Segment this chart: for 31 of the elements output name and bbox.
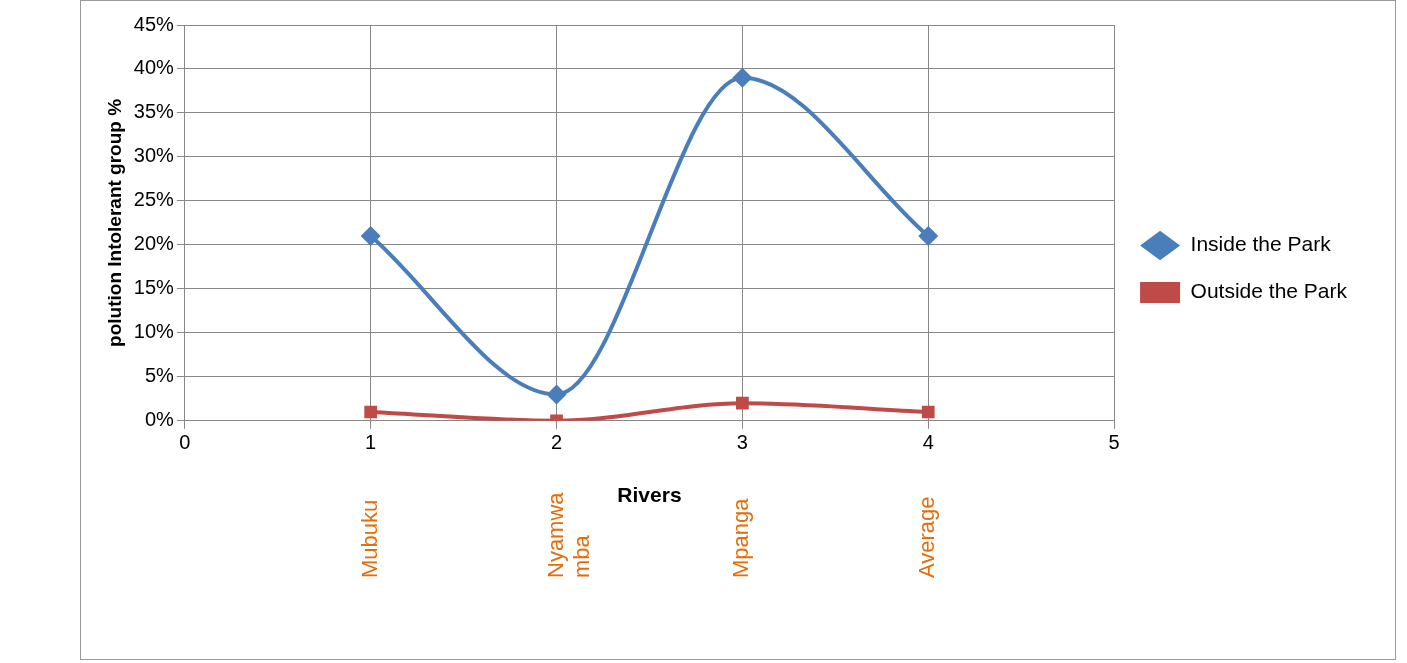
legend-label: Inside the Park [1190,232,1332,256]
point [360,226,381,247]
x-tick-label: 1 [365,431,377,454]
y-tick-label: 35% [133,100,175,123]
point [918,226,939,247]
text: Average [914,496,940,578]
point [921,405,935,419]
point [732,67,753,88]
point [546,384,567,405]
y-axis-title: polution Intolerant group % [103,98,125,347]
y-tick-label: 5% [144,364,175,387]
y-tick-label: 0% [144,408,175,431]
y-tick-label: 40% [133,56,175,79]
y-tick-label: 30% [133,144,175,167]
point [736,396,749,410]
point [364,405,378,419]
x-tick-label: 4 [922,431,934,454]
y-tick-label: 25% [133,188,175,211]
y-tick-label: 10% [133,320,175,343]
x-tick-label: 5 [1108,431,1120,454]
y-tick-label: 20% [133,232,175,255]
x-tick-label: 3 [736,431,748,454]
x-tick-label: 0 [179,431,191,454]
y-tick-label: 45% [133,12,175,35]
x-tick-label: 2 [550,431,563,454]
text: Mubuku [356,499,382,578]
text: Nyamwamba [542,491,594,578]
y-tick-label: 15% [133,276,175,299]
legend-label: Outside the Park [1190,279,1348,303]
x-axis-title: Rivers [617,483,682,507]
text: Mpanga [728,497,754,578]
